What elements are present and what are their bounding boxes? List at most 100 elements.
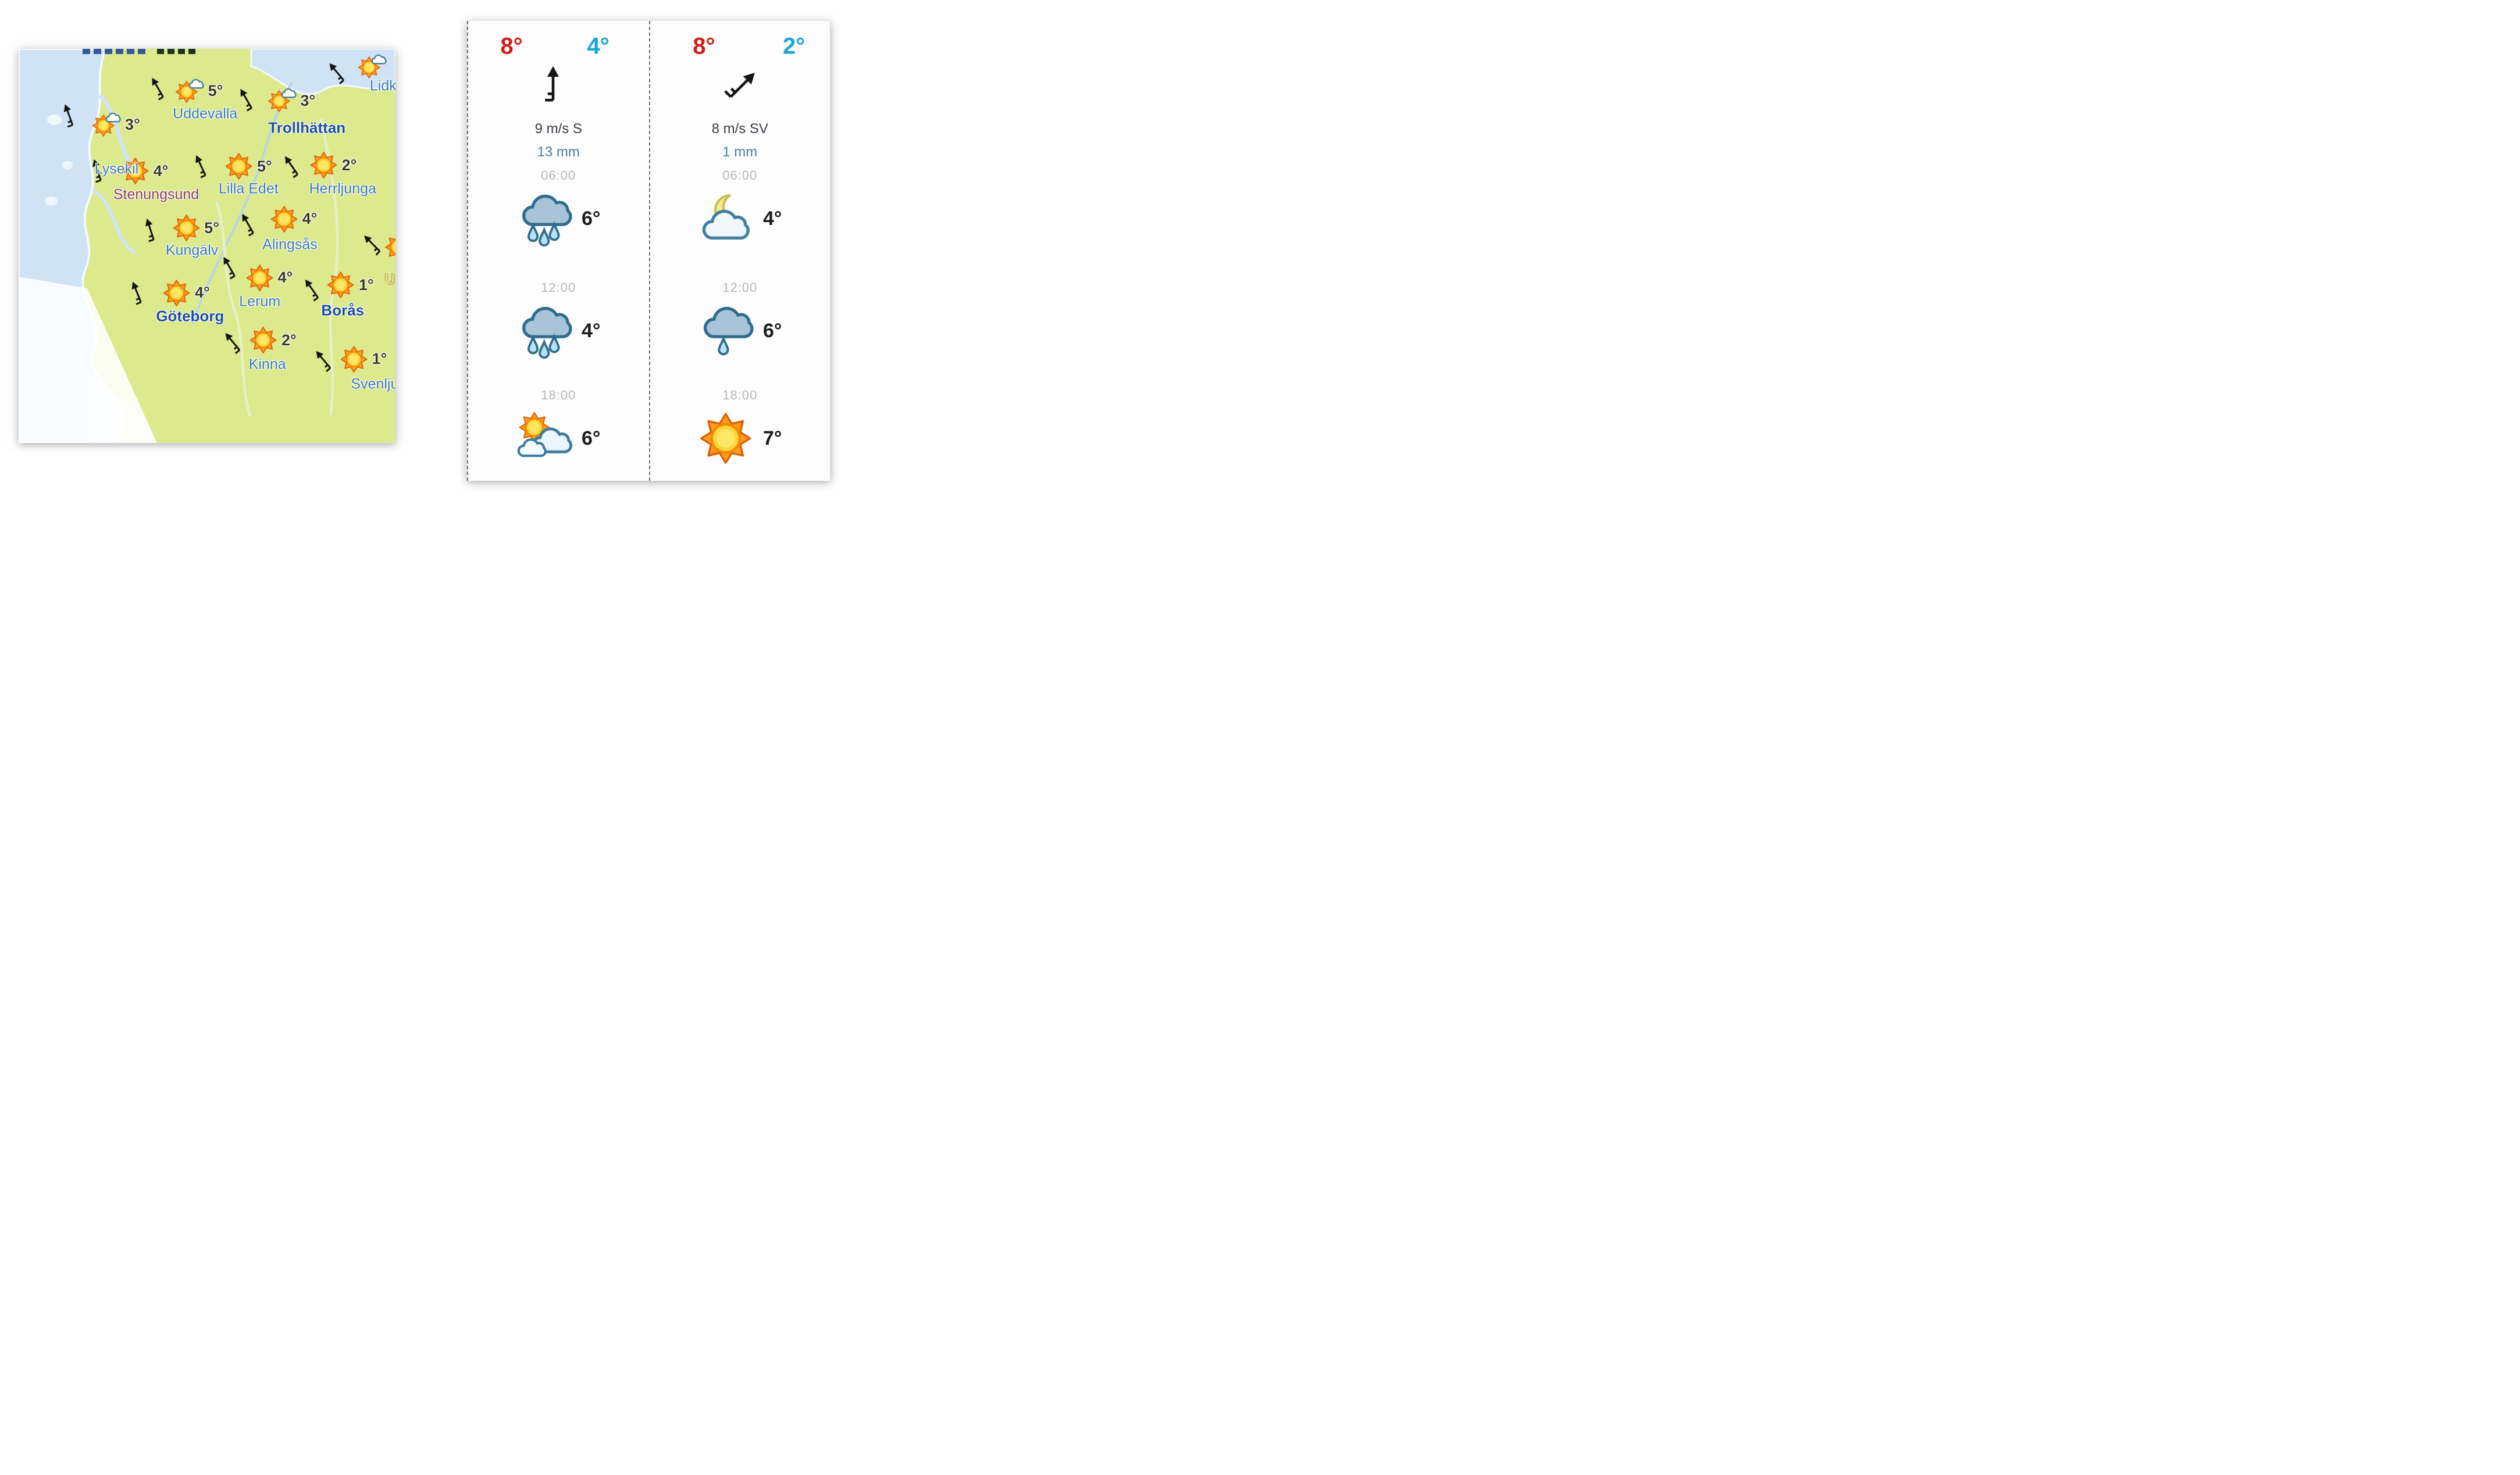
row-temp: 6° — [581, 427, 601, 449]
sun-icon — [249, 326, 277, 354]
forecast-row: 4° — [698, 192, 782, 245]
city-temp: 5° — [204, 219, 219, 237]
time-label: 12:00 — [722, 280, 758, 295]
city-temp: 5° — [208, 82, 223, 100]
time-label: 06:00 — [541, 168, 576, 183]
clipped-map-label — [83, 49, 196, 54]
screenshot-canvas: 3° 5° 3° 4° 5° 2° 5° — [0, 0, 840, 492]
map-marker-kinna: 2° — [249, 326, 297, 354]
city-label-kungalv[interactable]: Kungälv — [165, 242, 219, 259]
wind-arrow-icon — [717, 60, 768, 112]
forecast-row: 6° — [516, 412, 601, 465]
sun-cloud-icon — [359, 54, 387, 80]
map-marker-goteborg: 4° — [163, 279, 210, 306]
forecast-row: 4° — [516, 304, 601, 358]
sun-icon — [310, 151, 338, 179]
map-marker-alingsas: 4° — [270, 205, 318, 233]
sun-icon — [270, 205, 298, 233]
row-temp: 4° — [762, 207, 782, 230]
precipitation-text: 13 mm — [537, 144, 580, 160]
sun-icon — [245, 264, 273, 292]
rain-light-icon — [698, 304, 754, 358]
weather-map: 3° 5° 3° 4° 5° 2° 5° — [19, 49, 395, 443]
sun-icon — [163, 279, 191, 306]
time-label: 18:00 — [541, 388, 576, 402]
city-label-lidkoping[interactable]: Lidkö — [369, 77, 395, 94]
time-label: 06:00 — [722, 168, 758, 183]
forecast-column-day2: 8° 2° 8 m/s SV 1 mm 06:00 4° 12:00 6° 18… — [648, 21, 831, 481]
city-label-uddevalla[interactable]: Uddevalla — [173, 105, 238, 122]
day-high-temp: 8° — [693, 33, 715, 59]
row-temp: 4° — [581, 319, 601, 342]
city-label-lysekil[interactable]: Lysekil — [94, 160, 139, 177]
city-temp: 2° — [281, 331, 297, 349]
row-temp: 7° — [762, 427, 782, 449]
sun-cloud-icon — [176, 78, 204, 104]
city-label-trollhattan[interactable]: Trollhättan — [268, 119, 346, 137]
sun-behind-clouds-icon — [516, 412, 572, 465]
day-high-temp: 8° — [500, 33, 523, 59]
sun-cloud-icon — [268, 88, 296, 113]
forecast-row: 7° — [698, 412, 782, 465]
rain-heavy-icon — [516, 192, 572, 245]
city-label-alingsas[interactable]: Alingsås — [262, 236, 318, 253]
forecast-column-day1: 8° 4° 9 m/s S 13 mm 06:00 6° 12:00 4° 18… — [467, 21, 649, 481]
city-label-boras[interactable]: Borås — [321, 301, 365, 319]
wind-speed-text: 9 m/s S — [534, 121, 582, 137]
city-temp: 3° — [300, 91, 316, 109]
day-low-temp: 4° — [587, 33, 609, 59]
map-marker-ulricehamn — [384, 233, 395, 261]
city-temp: 2° — [341, 156, 357, 174]
city-label-kinna[interactable]: Kinna — [248, 356, 286, 373]
forecast-row: 6° — [698, 304, 782, 358]
sun-icon — [384, 233, 395, 261]
city-temp: 5° — [256, 157, 272, 175]
row-temp: 6° — [762, 319, 782, 342]
sun-icon — [327, 272, 355, 299]
map-marker-svenljunga: 1° — [340, 345, 387, 373]
city-label-herrljunga[interactable]: Herrljunga — [309, 180, 376, 197]
forecast-panel: 8° 4° 9 m/s S 13 mm 06:00 6° 12:00 4° 18… — [467, 21, 831, 481]
day-low-temp: 2° — [782, 33, 805, 59]
city-temp: 4° — [153, 162, 169, 180]
map-marker-uddevalla: 5° — [176, 78, 223, 104]
clipped-label-fragment — [83, 49, 148, 54]
sun-icon — [698, 412, 754, 465]
wind-speed-text: 8 m/s SV — [711, 121, 768, 137]
city-label-lilla-edet[interactable]: Lilla Edet — [218, 180, 279, 197]
sun-icon — [340, 345, 368, 373]
clipped-label-fragment — [157, 49, 196, 54]
map-marker-lidkoping — [359, 54, 391, 80]
forecast-row: 6° — [516, 192, 601, 245]
sun-cloud-icon — [93, 112, 121, 138]
map-marker-herrljunga: 2° — [310, 151, 357, 179]
map-marker-kungalv: 5° — [172, 215, 219, 242]
sun-icon — [225, 152, 253, 180]
city-temp: 4° — [277, 269, 293, 287]
map-marker-trollhattan: 3° — [268, 88, 315, 113]
time-label: 12:00 — [541, 280, 576, 295]
map-marker-lerum: 4° — [245, 264, 293, 292]
precipitation-text: 1 mm — [722, 144, 758, 160]
row-temp: 6° — [581, 207, 601, 230]
city-label-ulricehamn[interactable]: U — [384, 271, 395, 288]
map-marker-boras: 1° — [327, 272, 374, 299]
city-label-goteborg[interactable]: Göteborg — [156, 307, 224, 325]
wind-arrow-icon — [541, 60, 565, 109]
city-temp: 4° — [194, 284, 210, 302]
map-background — [19, 49, 395, 443]
map-marker-lilla-edet: 5° — [225, 152, 272, 180]
city-temp: 4° — [302, 210, 318, 228]
city-temp: 1° — [372, 350, 387, 368]
map-marker-lysekil: 3° — [93, 112, 140, 138]
city-label-lerum[interactable]: Lerum — [239, 293, 281, 310]
moon-cloud-icon — [698, 192, 754, 245]
sun-icon — [172, 215, 200, 242]
city-label-stenungsund[interactable]: Stenungsund — [113, 186, 199, 203]
map-marker-stenungsund: 4° — [122, 158, 169, 185]
city-temp: 1° — [358, 276, 374, 294]
city-label-svenljunga[interactable]: Svenlju — [351, 376, 395, 392]
city-temp: 3° — [125, 116, 140, 134]
rain-heavy-icon — [516, 304, 572, 358]
time-label: 18:00 — [722, 388, 758, 402]
